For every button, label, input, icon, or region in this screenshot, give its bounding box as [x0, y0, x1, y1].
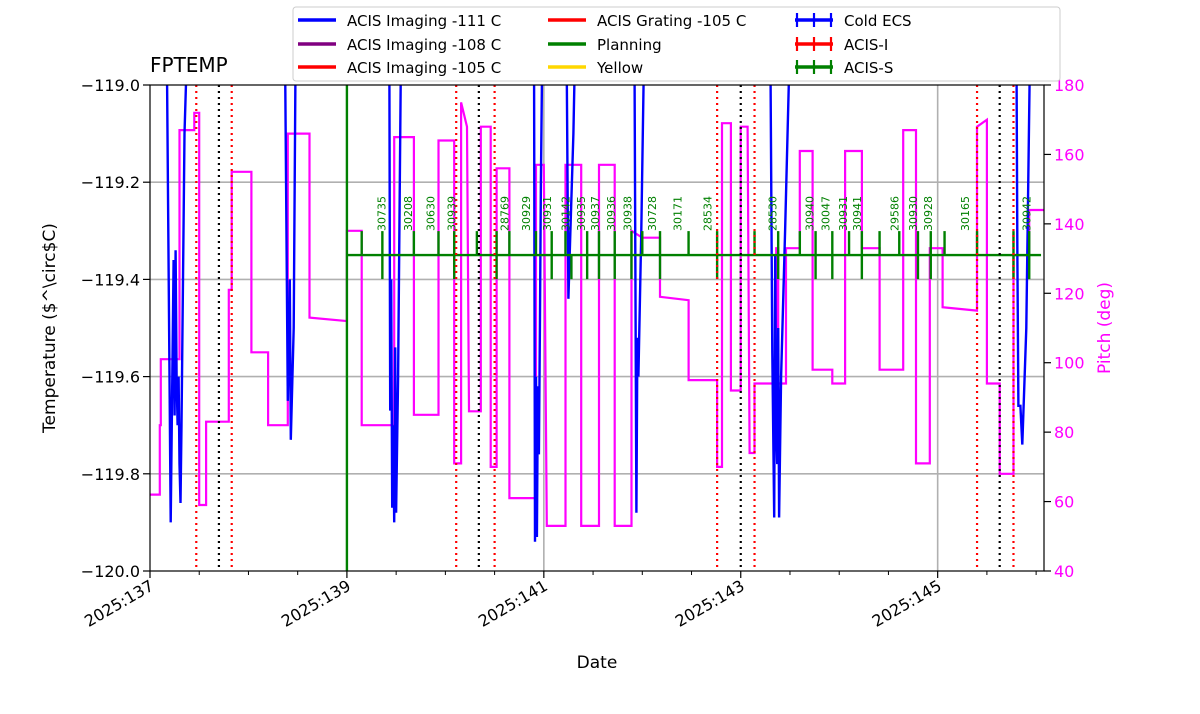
legend-label: ACIS-I	[844, 36, 888, 54]
obsid-label: 30165	[959, 196, 972, 231]
obsid-label: 30942	[1020, 196, 1033, 231]
x-tick-label: 2025:139	[278, 576, 354, 631]
obsid-label: 30047	[819, 196, 832, 231]
obsid-label: 28534	[701, 196, 714, 231]
obsid-label: 30941	[851, 196, 864, 231]
obsid-label: 30735	[375, 196, 388, 231]
obsid-label: 30931	[837, 196, 850, 231]
obsid-label: 30928	[922, 196, 935, 231]
y2-tick-label: 180	[1054, 76, 1085, 95]
legend-label: ACIS Imaging -111 C	[347, 12, 501, 30]
legend-label: Planning	[597, 36, 662, 54]
obsid-label: 30936	[605, 196, 618, 231]
legend-label: Cold ECS	[844, 12, 912, 30]
plot-frame	[149, 84, 1045, 572]
y-tick-label: −119.6	[81, 368, 140, 387]
legend-label: ACIS Imaging -105 C	[347, 59, 501, 77]
legend-label: ACIS-S	[844, 59, 893, 77]
x-tick-label: 2025:145	[869, 576, 945, 631]
obsid-label: 30939	[445, 196, 458, 231]
x-tick-label: 2025:143	[672, 576, 748, 631]
fptemp-line	[165, 85, 1031, 542]
y-tick-label: −120.0	[81, 562, 140, 581]
overlay-layer: 30735 30208 30630 30939 28769 30929 30931 30142…	[195, 85, 1042, 571]
y2-tick-label: 40	[1054, 562, 1074, 581]
y-tick-label: −119.2	[81, 173, 140, 192]
y-tick-label: −119.4	[81, 270, 140, 289]
obsid-label: 28769	[498, 196, 511, 231]
x-axis-label: Date	[577, 653, 618, 673]
legend-label: ACIS Imaging -108 C	[347, 36, 501, 54]
obsid-label: 30940	[804, 196, 817, 231]
x-tick-label: 2025:137	[81, 576, 157, 631]
y-tick-label: −119.0	[81, 76, 140, 95]
legend-label: ACIS Grating -105 C	[597, 12, 746, 30]
legend: ACIS Imaging -111 C ACIS Imaging -108 C AC…	[292, 6, 1061, 82]
obsid-label: 30208	[402, 196, 415, 231]
obsid-label: 30630	[425, 196, 438, 231]
y2-tick-label: 140	[1054, 215, 1085, 234]
obsid-label: 28530	[766, 196, 779, 231]
pitch-line	[150, 102, 1044, 527]
grid-layer	[150, 85, 1044, 571]
x-tick-label: 2025:141	[475, 576, 551, 631]
obsid-label: 30938	[622, 196, 635, 231]
legend-label: Yellow	[596, 59, 643, 77]
y-axis-label: Temperature ($^\circ$C)	[40, 223, 60, 434]
y2-tick-label: 80	[1054, 423, 1074, 442]
obsid-label: 30937	[589, 196, 602, 231]
obsid-label: 29586	[888, 196, 901, 231]
obsid-label: 30929	[520, 196, 533, 231]
obsid-label: 30935	[575, 196, 588, 231]
obsid-label: 30728	[646, 196, 659, 231]
y-tick-label: −119.8	[81, 465, 140, 484]
y2-tick-label: 100	[1054, 354, 1085, 373]
obsid-label: 30142	[560, 196, 573, 231]
obsid-label: 30171	[672, 196, 685, 231]
chart-title: FPTEMP	[150, 53, 228, 77]
obsid-label: 30930	[907, 196, 920, 231]
obsid-label: 30931	[541, 196, 554, 231]
legend-box	[292, 6, 1061, 82]
series-layer	[150, 85, 1044, 542]
y2-tick-label: 160	[1054, 145, 1085, 164]
y2-tick-label: 60	[1054, 493, 1074, 512]
y2-axis-label: Pitch (deg)	[1095, 282, 1115, 374]
y2-tick-label: 120	[1054, 284, 1085, 303]
